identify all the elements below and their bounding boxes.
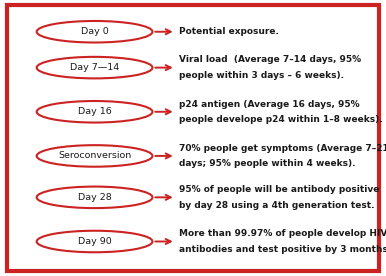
Ellipse shape	[37, 21, 152, 43]
Text: Viral load  (Average 7–14 days, 95%: Viral load (Average 7–14 days, 95%	[179, 55, 362, 64]
Text: p24 antigen (Average 16 days, 95%: p24 antigen (Average 16 days, 95%	[179, 100, 360, 108]
FancyBboxPatch shape	[7, 5, 379, 271]
Ellipse shape	[37, 101, 152, 123]
Text: people within 3 days – 6 weeks).: people within 3 days – 6 weeks).	[179, 71, 344, 80]
Text: Day 7—14: Day 7—14	[70, 63, 119, 72]
Ellipse shape	[37, 187, 152, 208]
Text: More than 99.97% of people develop HIV: More than 99.97% of people develop HIV	[179, 229, 386, 238]
Ellipse shape	[37, 231, 152, 252]
Text: 70% people get symptoms (Average 7–21: 70% people get symptoms (Average 7–21	[179, 144, 386, 153]
Ellipse shape	[37, 145, 152, 167]
Ellipse shape	[37, 57, 152, 78]
Text: antibodies and test positive by 3 months.: antibodies and test positive by 3 months…	[179, 245, 386, 254]
Text: Seroconversion: Seroconversion	[58, 152, 131, 160]
Text: Potential exposure.: Potential exposure.	[179, 27, 279, 36]
Text: by day 28 using a 4th generation test.: by day 28 using a 4th generation test.	[179, 201, 375, 209]
Text: Day 0: Day 0	[81, 27, 108, 36]
Text: people develope p24 within 1–8 weeks).: people develope p24 within 1–8 weeks).	[179, 115, 383, 124]
Text: Day 90: Day 90	[78, 237, 112, 246]
Text: Day 16: Day 16	[78, 107, 112, 116]
Text: Day 28: Day 28	[78, 193, 112, 202]
Text: 95% of people will be antibody positive: 95% of people will be antibody positive	[179, 185, 380, 194]
Text: days; 95% people within 4 weeks).: days; 95% people within 4 weeks).	[179, 159, 356, 168]
